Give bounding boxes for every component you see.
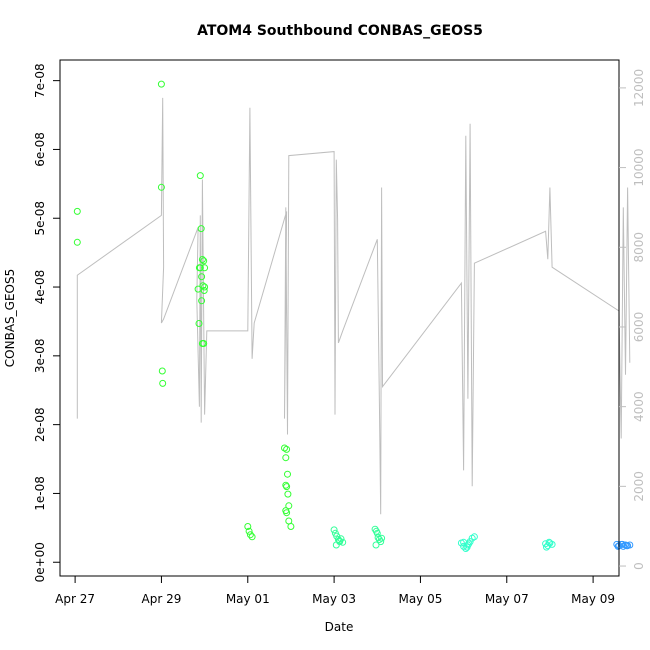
data-point [282, 454, 290, 462]
data-point [159, 379, 167, 387]
data-point [196, 172, 204, 180]
y2-tick-label: 8000 [632, 232, 646, 263]
data-point [198, 273, 206, 281]
y2-tick-label: 0 [632, 562, 646, 570]
data-point [332, 541, 340, 549]
data-point [614, 542, 622, 550]
data-point [245, 527, 253, 535]
x-axis: Apr 27 Apr 29 May 01 May 03 May 05 May 07 May … [55, 575, 615, 606]
data-point [248, 533, 256, 541]
data-point [201, 264, 209, 272]
y-tick-label: 6e-08 [33, 132, 47, 167]
data-point [545, 538, 553, 546]
x-tick-label: May 05 [398, 592, 442, 606]
data-point [198, 297, 206, 305]
y-tick-label: 0e+00 [33, 542, 47, 582]
data-point [373, 529, 381, 537]
y-axis-right: 0 2000 4000 6000 8000 10000 12000 [619, 69, 646, 570]
data-point [372, 541, 380, 549]
y2-tick-label: 10000 [632, 148, 646, 186]
data-point [283, 483, 291, 491]
x-tick-label: May 03 [312, 592, 356, 606]
data-point [284, 490, 292, 498]
y-tick-label: 3e-08 [33, 339, 47, 374]
x-axis-label: Date [325, 620, 354, 634]
data-point [73, 238, 81, 246]
x-tick-label: May 01 [226, 592, 270, 606]
y-axis-label: CONBAS_GEOS5 [3, 269, 17, 367]
data-point [623, 542, 631, 550]
chart-title: ATOM4 Southbound CONBAS_GEOS5 [197, 23, 483, 39]
data-point [460, 538, 468, 546]
plot-frame [59, 59, 620, 577]
x-tick-label: Apr 29 [142, 592, 182, 606]
altitude-line [76, 97, 631, 515]
data-point [337, 535, 345, 543]
data-point [335, 537, 343, 545]
data-point [626, 541, 634, 549]
data-point [157, 80, 165, 88]
data-point [470, 533, 478, 541]
data-point [196, 264, 204, 272]
data-point [198, 256, 206, 263]
data-point [284, 470, 291, 478]
data-point [194, 285, 202, 293]
data-point [200, 257, 208, 265]
data-point [158, 367, 166, 375]
data-point [339, 538, 347, 546]
y2-tick-label: 4000 [632, 391, 646, 422]
y-tick-label: 2e-08 [33, 407, 47, 442]
data-point [195, 320, 203, 327]
y2-tick-label: 6000 [632, 312, 646, 343]
y-axis-left: 0e+00 1e-08 2e-08 3e-08 4e-08 5e-08 6e-08 7e-08 [33, 63, 61, 582]
altitude-line-layer [76, 97, 631, 515]
data-point [282, 481, 290, 489]
data-point [465, 540, 473, 548]
data-point [199, 282, 207, 290]
y-tick-label: 5e-08 [33, 201, 47, 236]
y2-tick-label: 2000 [632, 471, 646, 502]
data-point [200, 340, 208, 347]
y-tick-label: 4e-08 [33, 270, 47, 305]
x-tick-label: May 09 [571, 592, 615, 606]
y-tick-label: 1e-08 [33, 476, 47, 511]
data-point [377, 538, 385, 546]
y2-tick-label: 12000 [632, 69, 646, 107]
data-point [287, 523, 295, 530]
y-tick-label: 7e-08 [33, 63, 47, 98]
data-point [246, 531, 254, 539]
x-tick-label: May 07 [485, 592, 529, 606]
data-point [197, 225, 205, 233]
data-point [330, 526, 338, 534]
data-point [378, 534, 386, 542]
data-points-layer [73, 80, 634, 552]
data-point [463, 543, 471, 551]
x-tick-label: Apr 27 [55, 592, 95, 606]
data-point [73, 207, 81, 215]
data-point [244, 523, 252, 530]
data-point [201, 283, 209, 291]
data-point [542, 540, 550, 548]
data-point [283, 509, 291, 517]
data-point [157, 183, 165, 191]
data-point [283, 445, 291, 453]
